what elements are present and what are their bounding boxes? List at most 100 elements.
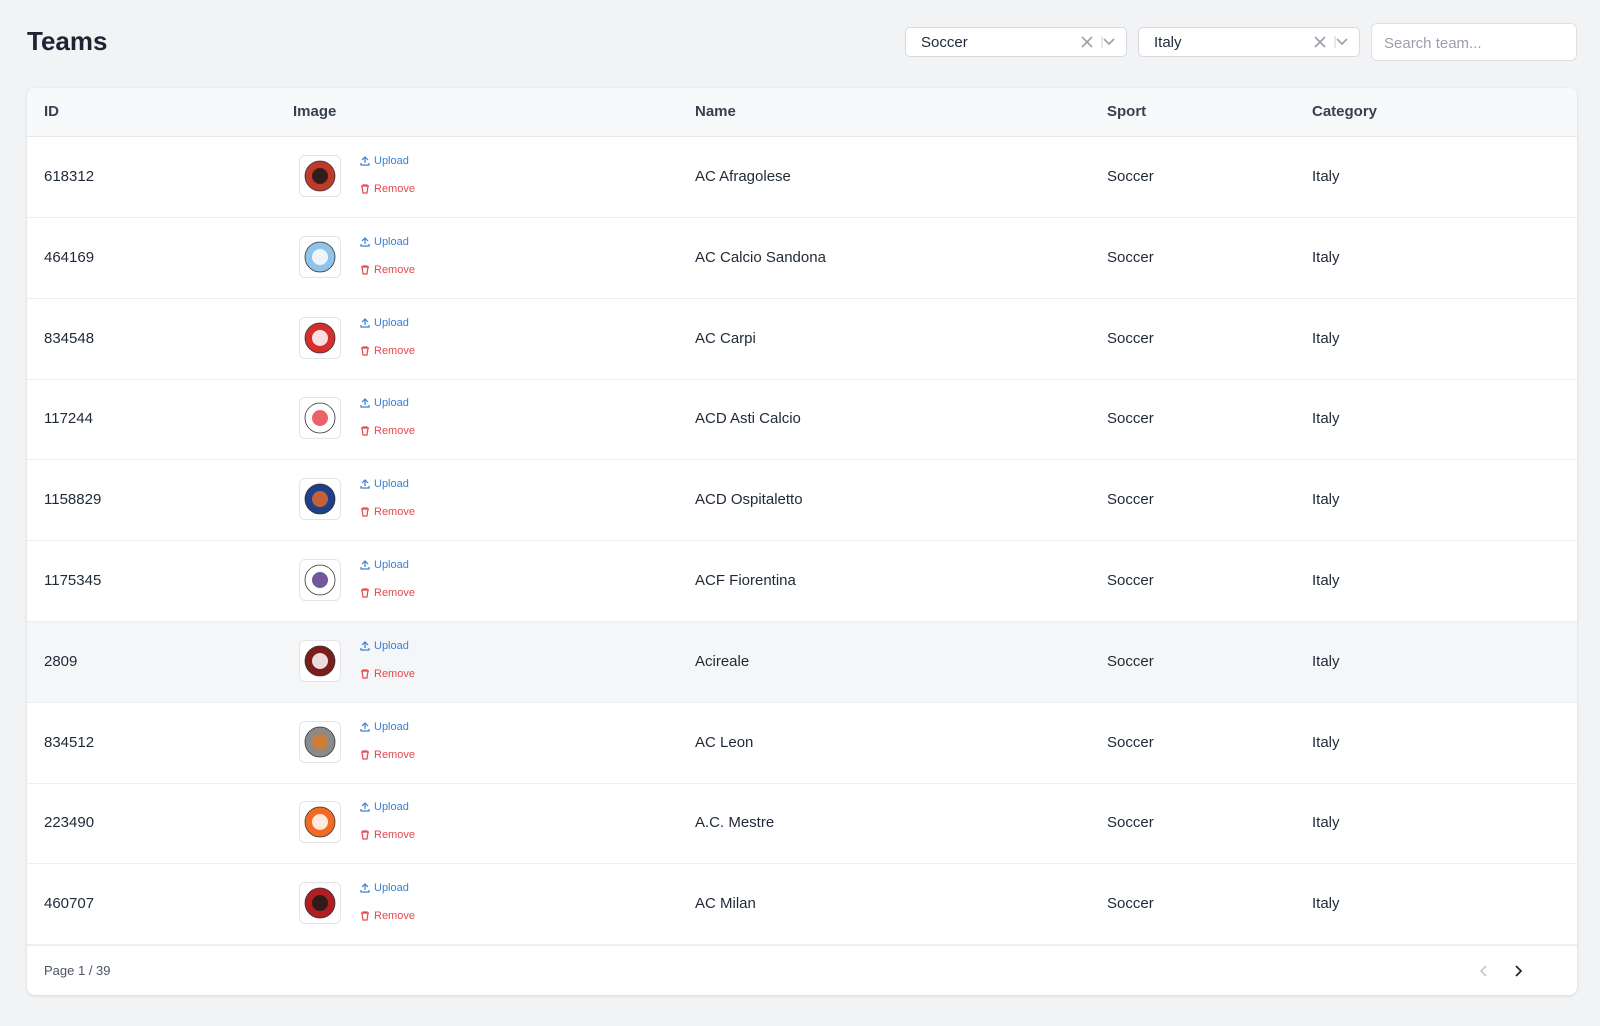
remove-button[interactable]: Remove <box>360 506 415 518</box>
upload-button[interactable]: Upload <box>360 397 409 409</box>
search-input[interactable]: Search team... <box>1371 23 1577 61</box>
logo-badge <box>304 564 336 596</box>
team-name: AC Afragolese <box>695 168 791 185</box>
upload-button[interactable]: Upload <box>360 155 409 167</box>
team-sport: Soccer <box>1107 652 1154 670</box>
table-row[interactable]: 117244 Upload Remove ACD Asti Calcio Soccer I… <box>27 379 1577 461</box>
team-logo <box>299 478 341 521</box>
search-placeholder: Search team... <box>1384 35 1482 52</box>
team-category: Italy <box>1312 329 1340 347</box>
select-controls <box>1081 36 1115 48</box>
upload-icon <box>360 317 370 328</box>
table-row[interactable]: 460707 Upload Remove AC Milan Soccer Italy <box>27 864 1577 946</box>
table-row[interactable]: 464169 Upload Remove AC Calcio Sandona Socce… <box>27 218 1577 299</box>
team-name: AC Leon <box>695 733 754 751</box>
upload-button[interactable]: Upload <box>360 478 409 490</box>
team-category: Italy <box>1312 572 1340 589</box>
remove-button[interactable]: Remove <box>360 829 415 841</box>
team-logo <box>299 235 341 278</box>
logo-badge <box>304 322 336 353</box>
remove-label: Remove <box>374 506 415 519</box>
remove-icon <box>361 426 369 436</box>
column-header: Image <box>293 103 337 120</box>
team-category: Italy <box>1312 733 1340 751</box>
team-id: 464169 <box>44 248 95 266</box>
sport-filter[interactable]: Soccer <box>905 27 1127 57</box>
team-name: ACD Ospitaletto <box>695 491 803 509</box>
upload-button[interactable]: Upload <box>360 236 409 248</box>
upload-icon <box>360 479 370 489</box>
team-category: Italy <box>1312 168 1340 185</box>
upload-button[interactable]: Upload <box>360 801 409 813</box>
select-controls <box>1314 36 1348 48</box>
table-row[interactable]: 618312 Upload Remove AC Afragolese Soccer Ita… <box>27 137 1577 218</box>
table-row[interactable]: 223490 Upload Remove A.C. Mestre Soccer Italy <box>27 783 1577 865</box>
team-id: 2809 <box>44 652 78 670</box>
remove-button[interactable]: Remove <box>360 910 415 922</box>
team-sport: Soccer <box>1107 733 1154 751</box>
remove-label: Remove <box>374 344 415 357</box>
upload-button[interactable]: Upload <box>360 721 409 733</box>
team-name: AC Milan <box>695 895 756 913</box>
team-sport: Soccer <box>1107 168 1154 185</box>
remove-label: Remove <box>374 829 415 842</box>
remove-label: Remove <box>374 425 415 438</box>
column-header: Category <box>1312 103 1378 120</box>
remove-button[interactable]: Remove <box>360 345 415 357</box>
remove-label: Remove <box>374 263 415 276</box>
team-sport: Soccer <box>1107 491 1154 509</box>
upload-label: Upload <box>374 720 409 733</box>
remove-button[interactable]: Remove <box>360 668 415 680</box>
remove-label: Remove <box>374 910 415 923</box>
remove-button[interactable]: Remove <box>360 587 415 599</box>
team-sport: Soccer <box>1107 329 1154 347</box>
next-page[interactable] <box>1511 963 1525 979</box>
remove-icon <box>361 588 369 598</box>
upload-icon <box>360 560 370 570</box>
team-name: A.C. Mestre <box>695 814 775 832</box>
upload-button[interactable]: Upload <box>360 640 409 652</box>
logo-badge <box>304 402 336 434</box>
upload-button[interactable]: Upload <box>360 559 409 571</box>
team-category: Italy <box>1312 491 1340 509</box>
upload-icon <box>360 156 370 166</box>
team-category: Italy <box>1312 652 1340 670</box>
upload-label: Upload <box>374 155 409 167</box>
page-indicator: Page 1 / 39 <box>44 963 111 978</box>
upload-button[interactable]: Upload <box>360 317 409 329</box>
team-id: 618312 <box>44 168 95 185</box>
remove-button[interactable]: Remove <box>360 425 415 437</box>
team-logo <box>299 155 341 197</box>
team-name: Acireale <box>695 652 750 670</box>
table-header: ID Image Name Sport Category <box>27 88 1577 137</box>
team-id: 834548 <box>44 329 95 347</box>
remove-button[interactable]: Remove <box>360 264 415 276</box>
upload-icon <box>360 802 370 812</box>
team-id: 1158829 <box>44 491 102 509</box>
table-row[interactable]: 2809 Upload Remove Acireale Soccer Italy <box>27 621 1577 703</box>
category-filter-value: Italy <box>1154 33 1182 51</box>
remove-button[interactable]: Remove <box>360 749 415 761</box>
remove-label: Remove <box>374 748 415 761</box>
team-logo <box>299 316 341 359</box>
upload-label: Upload <box>374 235 409 248</box>
table-row[interactable]: 834548 Upload Remove AC Carpi Soccer Italy <box>27 299 1577 380</box>
sport-filter-value: Soccer <box>921 33 968 51</box>
table-row[interactable]: 1158829 Upload Remove ACD Ospitaletto Soccer… <box>27 460 1577 542</box>
upload-label: Upload <box>374 397 409 410</box>
team-category: Italy <box>1312 814 1340 832</box>
team-id: 834512 <box>44 733 95 751</box>
team-name: AC Carpi <box>695 329 756 347</box>
logo-badge <box>304 645 336 677</box>
upload-icon <box>360 398 370 408</box>
upload-label: Upload <box>374 639 409 652</box>
category-filter[interactable]: Italy <box>1138 27 1360 57</box>
table-row[interactable]: 1175345 Upload Remove ACF Fiorentina Soccer I… <box>27 541 1577 622</box>
table-row[interactable]: 834512 Upload Remove AC Leon Soccer Italy <box>27 703 1577 784</box>
remove-button[interactable]: Remove <box>360 183 415 195</box>
upload-button[interactable]: Upload <box>360 882 409 894</box>
prev-page[interactable] <box>1477 963 1491 979</box>
column-header: Name <box>695 103 736 120</box>
team-logo <box>299 882 341 925</box>
